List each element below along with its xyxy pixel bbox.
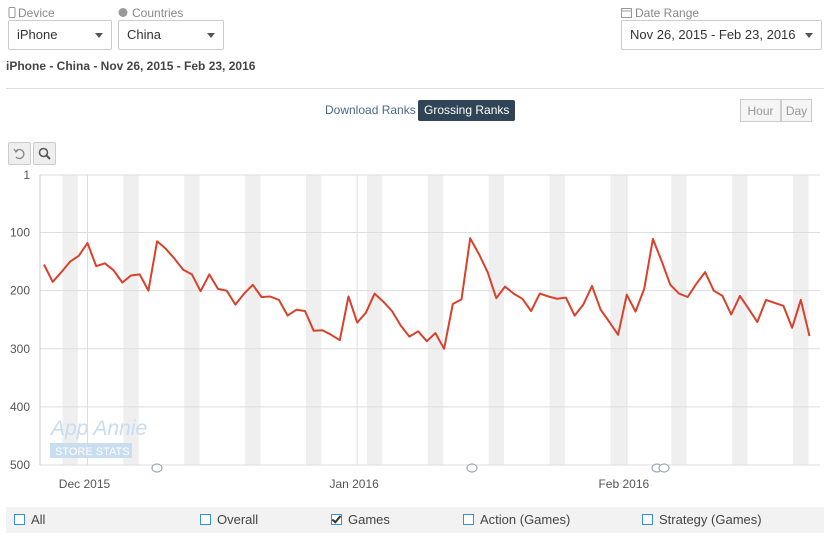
tab[interactable]: Download Ranks	[325, 103, 416, 117]
weekend-band	[62, 175, 78, 465]
globe-icon	[118, 8, 128, 17]
y-tick-label: 100	[10, 226, 30, 240]
watermark-badge	[50, 443, 132, 458]
weekend-band	[427, 175, 444, 465]
phone-icon	[8, 7, 16, 18]
checkbox[interactable]	[14, 514, 25, 525]
weekend-band	[184, 175, 200, 465]
checkbox[interactable]	[200, 514, 211, 525]
checkbox[interactable]	[642, 514, 653, 525]
annotation-icon	[151, 463, 163, 473]
device-label: Device	[18, 6, 55, 20]
filter-label[interactable]: Action (Games)	[480, 512, 571, 527]
weekend-band	[671, 175, 687, 465]
countries-label: Countries	[132, 6, 184, 20]
filter-label[interactable]: Strategy (Games)	[659, 512, 762, 527]
filter-label[interactable]: Overall	[217, 512, 259, 527]
y-tick-label: 300	[10, 342, 30, 356]
weekend-band	[123, 175, 139, 465]
weekend-band	[366, 175, 383, 465]
zoom-icon	[38, 147, 51, 160]
line	[43, 237, 811, 350]
weekend-band	[245, 175, 261, 465]
x-tick-label: Dec 2015	[59, 477, 111, 491]
annotation-icon	[658, 463, 670, 473]
date-value: Nov 26, 2015 - Feb 23, 2016	[630, 27, 796, 42]
device-select[interactable]: iPhone	[8, 20, 112, 50]
subtitle: iPhone - China - Nov 26, 2015 - Feb 23, …	[6, 59, 256, 73]
y-tick-label: 200	[10, 284, 30, 298]
weekend-band	[488, 175, 505, 465]
y-tick-label: 400	[10, 400, 30, 414]
y-tick-label: 1	[23, 168, 30, 182]
watermark-subtitle: STORE STATS	[55, 446, 130, 458]
calendar-icon	[621, 8, 632, 18]
weekend-band	[732, 175, 748, 465]
weekend-band	[305, 175, 322, 465]
weekend-band	[549, 175, 565, 465]
y-tick-label: 500	[10, 458, 30, 472]
filter-label[interactable]: All	[31, 512, 46, 527]
reset-icon	[13, 148, 25, 160]
watermark-title: App Annie	[49, 417, 147, 440]
zoom-button[interactable]	[33, 142, 56, 165]
x-tick-label: Jan 2016	[329, 477, 379, 491]
x-tick-label: Feb 2016	[598, 477, 649, 491]
date-select[interactable]: Nov 26, 2015 - Feb 23, 2016	[621, 20, 822, 50]
weekend-band	[610, 175, 626, 465]
chart: 1 100 200 300 400 500 Dec 2015 Jan 2016 Feb 2016…	[10, 168, 820, 491]
date-label: Date Range	[635, 6, 700, 20]
country-value: China	[127, 27, 161, 42]
tab[interactable]: Grossing Ranks	[418, 100, 516, 121]
checkbox[interactable]	[331, 514, 342, 525]
checkbox[interactable]	[463, 514, 474, 525]
filter-label[interactable]: Games	[348, 512, 390, 527]
hour-toggle[interactable]: Hour	[740, 99, 781, 122]
device-value: iPhone	[17, 27, 58, 42]
divider	[6, 88, 824, 89]
weekend-band	[793, 175, 809, 465]
country-select[interactable]: China	[118, 20, 224, 50]
annotation-icon	[466, 463, 478, 473]
reset-button[interactable]	[8, 142, 31, 165]
day-toggle[interactable]: Day	[781, 99, 812, 122]
legend: All Overall Games Action (Games) Strategy (G…	[6, 507, 824, 533]
